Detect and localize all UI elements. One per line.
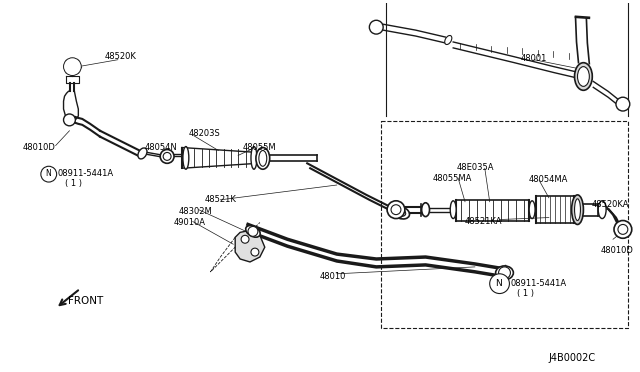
Text: N: N xyxy=(45,169,51,178)
Text: 48010: 48010 xyxy=(320,272,346,281)
Text: ( 1 ): ( 1 ) xyxy=(517,289,534,298)
Circle shape xyxy=(618,224,628,234)
Text: 48E035A: 48E035A xyxy=(456,163,493,172)
Ellipse shape xyxy=(445,35,452,45)
Circle shape xyxy=(241,235,249,243)
Ellipse shape xyxy=(495,266,513,280)
Circle shape xyxy=(499,267,511,279)
Text: 48520K: 48520K xyxy=(105,52,137,61)
Text: 48010D: 48010D xyxy=(600,246,633,255)
Text: 48054MA: 48054MA xyxy=(528,175,568,184)
Text: 48010D: 48010D xyxy=(23,142,56,152)
Circle shape xyxy=(63,58,81,76)
Circle shape xyxy=(387,201,405,219)
Text: 48203S: 48203S xyxy=(189,129,221,138)
Ellipse shape xyxy=(138,148,147,159)
Circle shape xyxy=(63,114,76,126)
Text: 48520KA: 48520KA xyxy=(591,200,629,209)
Ellipse shape xyxy=(246,225,260,237)
Text: 08911-5441A: 08911-5441A xyxy=(58,169,114,178)
Text: J4B0002C: J4B0002C xyxy=(549,353,596,363)
Ellipse shape xyxy=(575,63,592,90)
Ellipse shape xyxy=(251,147,257,169)
Circle shape xyxy=(163,153,171,160)
Circle shape xyxy=(251,248,259,256)
Text: 48302M: 48302M xyxy=(179,207,212,216)
Text: 08911-5441A: 08911-5441A xyxy=(511,279,566,288)
Circle shape xyxy=(248,227,258,236)
Text: 48001: 48001 xyxy=(520,54,547,63)
Circle shape xyxy=(369,20,383,34)
Circle shape xyxy=(41,166,56,182)
Ellipse shape xyxy=(396,209,406,216)
Ellipse shape xyxy=(183,147,189,169)
Ellipse shape xyxy=(572,195,584,224)
Text: 48521K: 48521K xyxy=(205,195,237,204)
Ellipse shape xyxy=(256,148,269,169)
Circle shape xyxy=(391,205,401,215)
Ellipse shape xyxy=(259,151,267,166)
Ellipse shape xyxy=(451,201,456,219)
Ellipse shape xyxy=(598,201,606,219)
Polygon shape xyxy=(235,230,265,262)
Circle shape xyxy=(490,274,509,294)
Text: N: N xyxy=(495,279,502,288)
Circle shape xyxy=(160,150,174,163)
Ellipse shape xyxy=(529,201,535,219)
Text: FRONT: FRONT xyxy=(68,296,104,307)
Text: ( 1 ): ( 1 ) xyxy=(65,179,81,188)
Circle shape xyxy=(67,61,78,73)
Ellipse shape xyxy=(577,67,589,86)
Ellipse shape xyxy=(392,206,410,219)
Circle shape xyxy=(616,97,630,111)
Text: 49010A: 49010A xyxy=(174,218,206,227)
Text: 48054N: 48054N xyxy=(145,142,177,152)
Text: 48055MA: 48055MA xyxy=(433,174,472,183)
Text: 48055M: 48055M xyxy=(243,142,276,152)
Ellipse shape xyxy=(422,203,429,217)
Circle shape xyxy=(614,221,632,238)
Ellipse shape xyxy=(575,199,580,221)
Text: 48521KA: 48521KA xyxy=(465,217,502,225)
